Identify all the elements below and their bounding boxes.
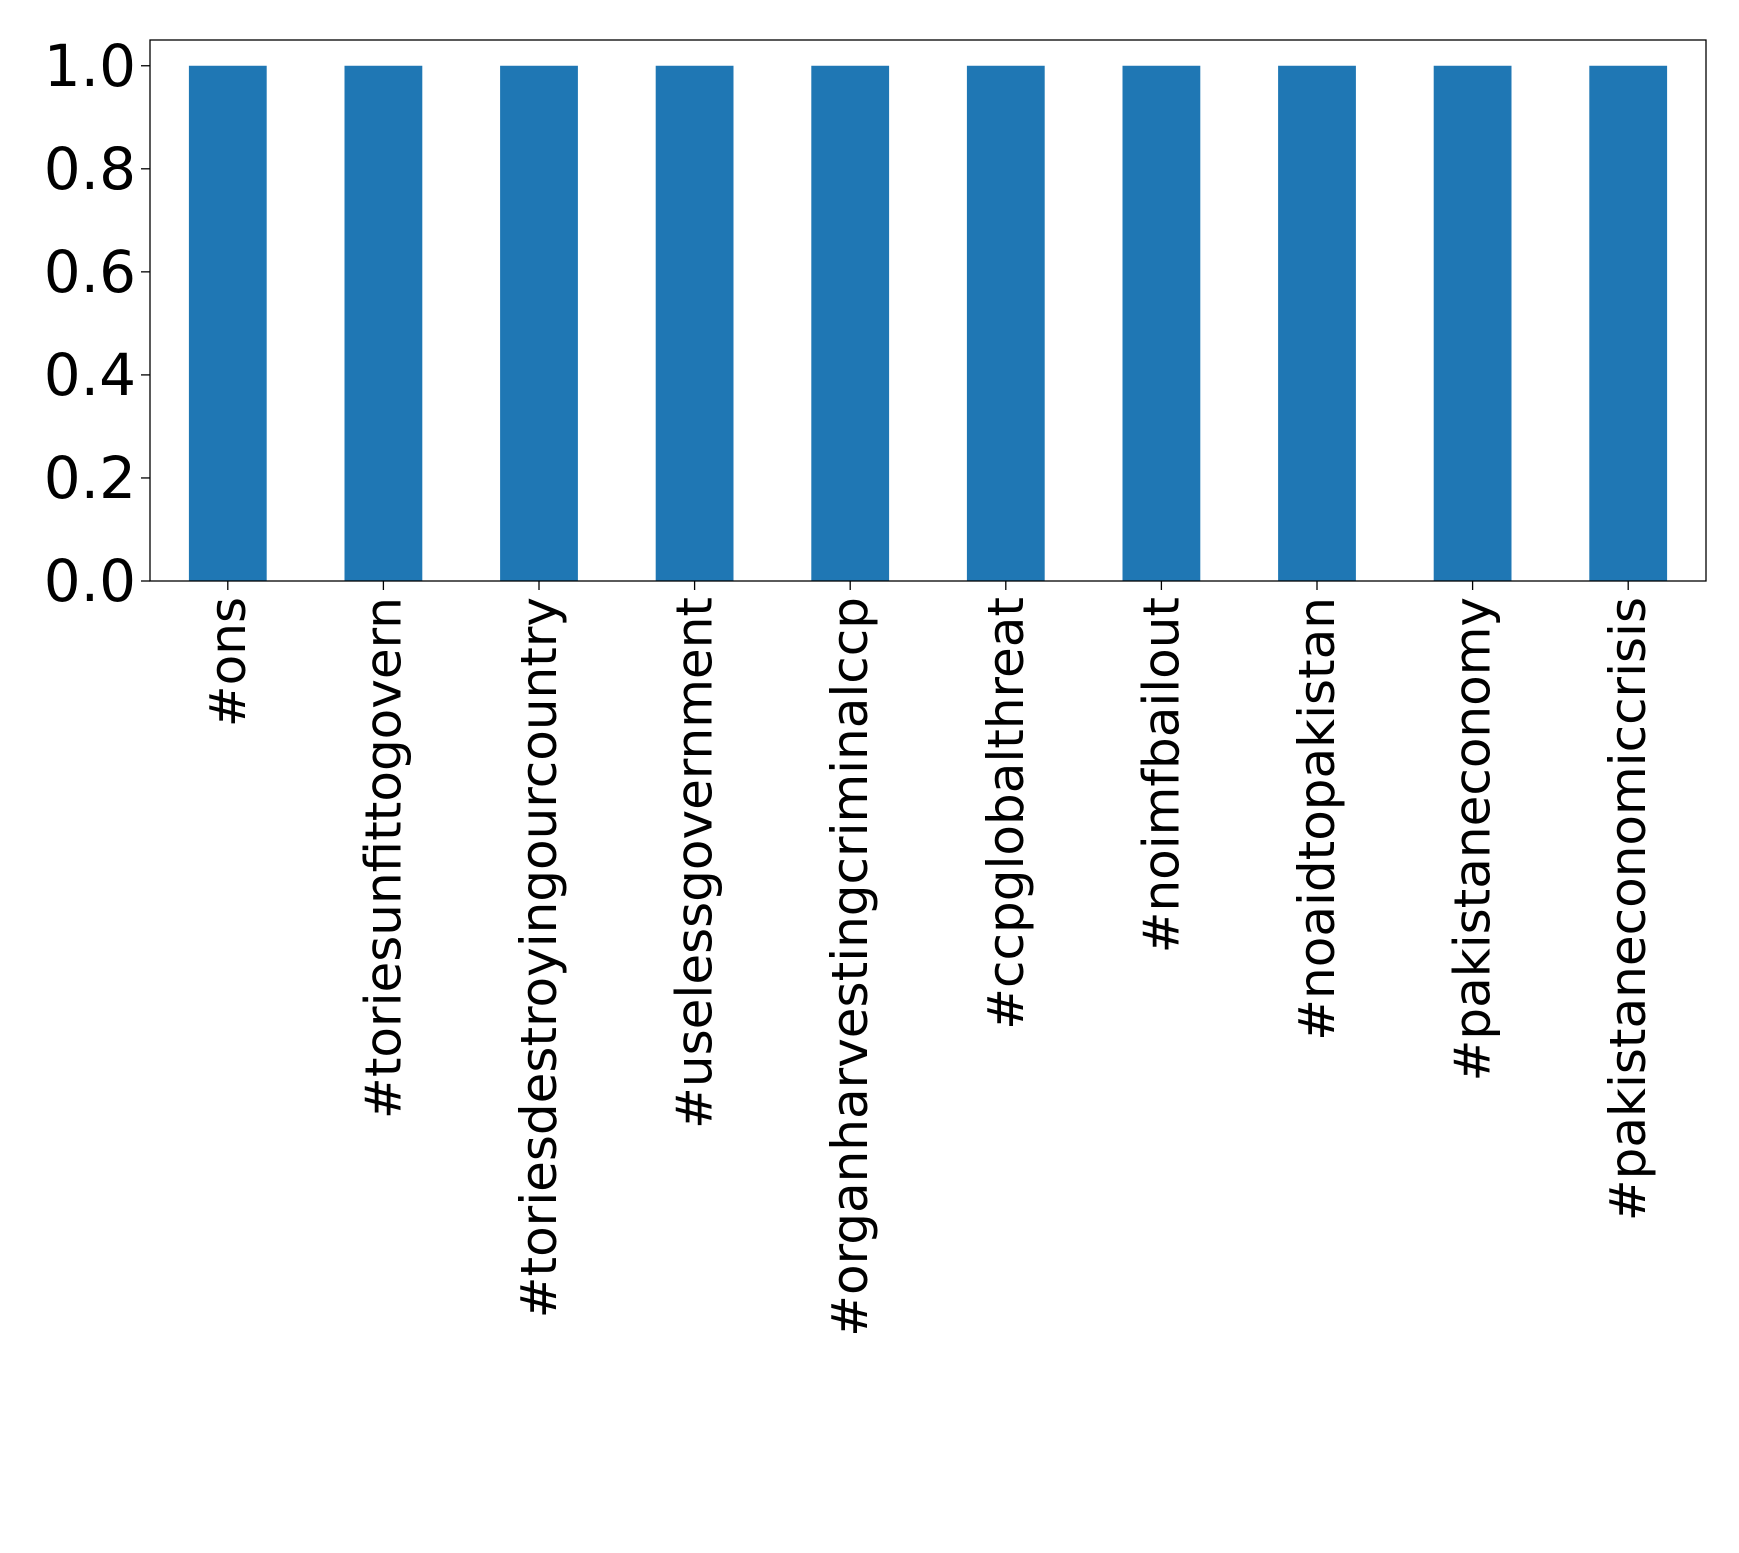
y-tick-label: 0.2 [44, 444, 136, 512]
plot-frame [149, 39, 1707, 582]
bar [1122, 65, 1201, 581]
bars-layer [188, 65, 1668, 581]
x-axis: #ons #toriesunfittogovern #toriesdestroyin… [199, 581, 1657, 1337]
bar [500, 65, 578, 581]
bar [188, 65, 267, 581]
y-tick-label: 1.0 [44, 32, 136, 100]
y-axis: 0.0 0.2 0.4 0.6 0.8 1.0 [44, 32, 150, 615]
x-tick-label: #toriesdestroyingourcountry [510, 597, 568, 1318]
x-tick-label: #toriesunfittogovern [354, 597, 412, 1119]
x-tick-label: #pakistaneconomiccrisis [1599, 597, 1657, 1221]
y-tick-label: 0.4 [44, 341, 136, 409]
bar [966, 65, 1045, 581]
y-tick-label: 0.0 [44, 547, 136, 615]
bar [344, 65, 423, 581]
x-tick-label: #noimfbailout [1132, 597, 1190, 953]
bar [811, 65, 890, 581]
y-tick-label: 0.8 [44, 135, 136, 203]
x-tick-label: #uselessgovernment [666, 597, 724, 1129]
x-tick-label: #pakistaneconomy [1444, 597, 1502, 1082]
y-tick-label: 0.6 [44, 238, 136, 306]
bar [1278, 65, 1356, 581]
x-tick-label: #ons [199, 597, 257, 727]
x-tick-label: #ccpglobalthreat [977, 597, 1035, 1030]
x-tick-label: #organharvestingcriminalccp [821, 597, 879, 1337]
bar [1589, 65, 1668, 581]
bar [1433, 65, 1512, 581]
x-tick-label: #noaidtopakistan [1288, 597, 1346, 1041]
bar [655, 65, 734, 581]
